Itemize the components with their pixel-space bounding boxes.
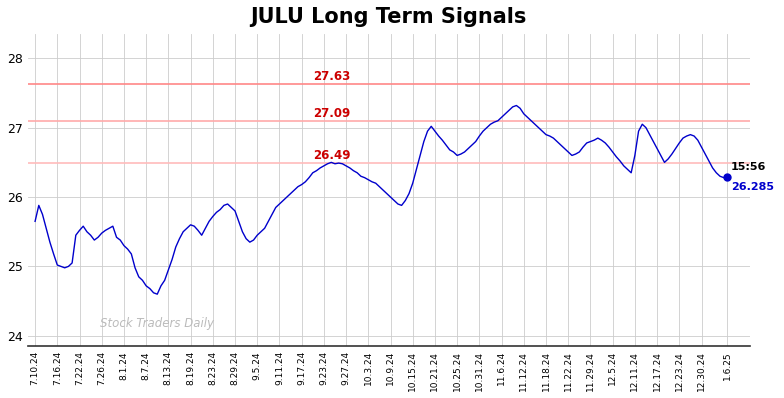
Text: 15:56: 15:56 [731,162,767,172]
Text: 26.49: 26.49 [314,149,351,162]
Text: Stock Traders Daily: Stock Traders Daily [100,318,214,330]
Text: 26.285: 26.285 [731,182,774,192]
Text: 27.63: 27.63 [314,70,350,83]
Text: 27.09: 27.09 [314,107,350,120]
Title: JULU Long Term Signals: JULU Long Term Signals [250,7,527,27]
